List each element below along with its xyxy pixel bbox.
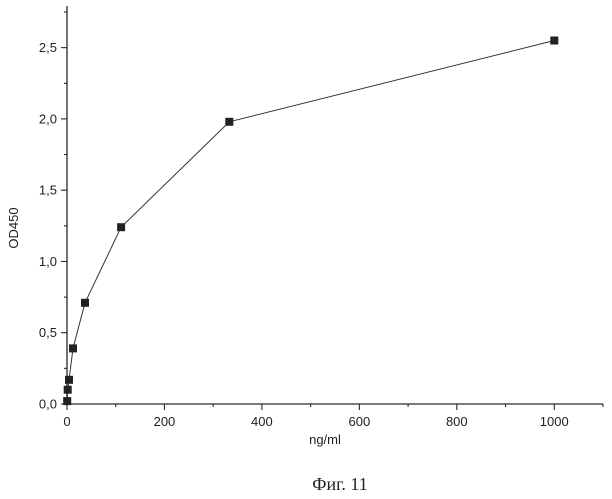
y-tick-label: 2,5 (39, 40, 57, 55)
x-tick-label: 1000 (540, 414, 569, 429)
data-point (550, 37, 558, 45)
data-point (69, 344, 77, 352)
x-tick-label: 800 (446, 414, 468, 429)
x-tick-label: 200 (154, 414, 176, 429)
figure-caption: Фиг. 11 (312, 474, 368, 494)
data-point (64, 386, 72, 394)
data-point (63, 397, 71, 405)
y-tick-label: 1,5 (39, 183, 57, 198)
data-point (117, 223, 125, 231)
axes (67, 6, 603, 404)
y-tick-label: 0,5 (39, 325, 57, 340)
y-tick-label: 0,0 (39, 397, 57, 412)
x-tick-label: 0 (63, 414, 70, 429)
series (63, 37, 558, 406)
x-axis-ticks: 0 200 400 600 800 1000 (63, 404, 603, 429)
series-line (67, 41, 554, 402)
y-tick-label: 1,0 (39, 254, 57, 269)
y-tick-label: 2,0 (39, 111, 57, 126)
data-point (225, 118, 233, 126)
x-tick-label: 600 (349, 414, 371, 429)
y-axis-title: OD450 (6, 207, 21, 248)
x-tick-label: 400 (251, 414, 273, 429)
x-axis-title: ng/ml (309, 432, 341, 447)
data-point (65, 376, 73, 384)
data-point (81, 299, 89, 307)
y-axis-ticks: 0,0 0,5 1,0 1,5 2,0 2,5 (39, 12, 67, 412)
